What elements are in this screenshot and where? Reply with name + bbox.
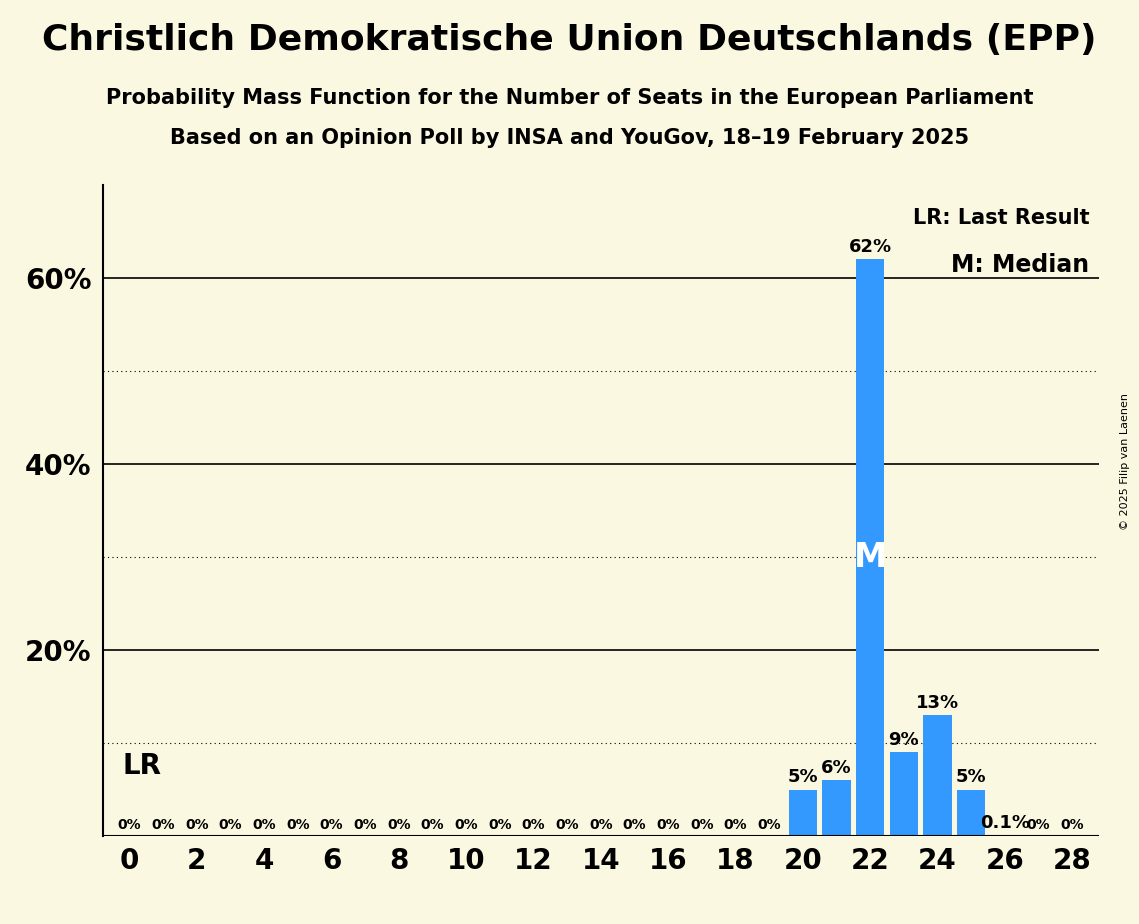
Text: 5%: 5% <box>956 768 986 786</box>
Text: M: M <box>853 541 887 574</box>
Text: 0%: 0% <box>1060 819 1084 833</box>
Bar <box>957 790 985 836</box>
Bar <box>855 260 885 836</box>
Text: 0%: 0% <box>151 819 175 833</box>
Bar <box>822 781 851 836</box>
Text: Probability Mass Function for the Number of Seats in the European Parliament: Probability Mass Function for the Number… <box>106 88 1033 108</box>
Text: © 2025 Filip van Laenen: © 2025 Filip van Laenen <box>1120 394 1130 530</box>
Text: 0%: 0% <box>117 819 141 833</box>
Text: 0%: 0% <box>219 819 243 833</box>
Text: M: Median: M: Median <box>951 253 1089 277</box>
Text: LR: LR <box>123 752 162 781</box>
Text: 0%: 0% <box>387 819 411 833</box>
Text: 0%: 0% <box>556 819 579 833</box>
Text: 0%: 0% <box>589 819 613 833</box>
Text: 0%: 0% <box>1026 819 1050 833</box>
Text: 0%: 0% <box>623 819 646 833</box>
Text: 0%: 0% <box>420 819 444 833</box>
Text: 0%: 0% <box>757 819 781 833</box>
Text: 0%: 0% <box>185 819 208 833</box>
Text: 0%: 0% <box>690 819 714 833</box>
Text: 0%: 0% <box>656 819 680 833</box>
Text: Based on an Opinion Poll by INSA and YouGov, 18–19 February 2025: Based on an Opinion Poll by INSA and You… <box>170 128 969 148</box>
Bar <box>924 715 952 836</box>
Bar <box>890 752 918 836</box>
Text: 0%: 0% <box>353 819 377 833</box>
Text: 0%: 0% <box>454 819 478 833</box>
Bar <box>991 835 1019 836</box>
Bar <box>788 790 817 836</box>
Text: 13%: 13% <box>916 694 959 711</box>
Text: LR: Last Result: LR: Last Result <box>912 208 1089 227</box>
Text: 0%: 0% <box>723 819 747 833</box>
Text: 5%: 5% <box>787 768 818 786</box>
Text: 9%: 9% <box>888 731 919 748</box>
Text: Christlich Demokratische Union Deutschlands (EPP): Christlich Demokratische Union Deutschla… <box>42 23 1097 57</box>
Text: 0%: 0% <box>522 819 546 833</box>
Text: 6%: 6% <box>821 759 852 777</box>
Text: 0%: 0% <box>320 819 343 833</box>
Text: 0.1%: 0.1% <box>980 813 1030 832</box>
Text: 0%: 0% <box>253 819 276 833</box>
Text: 62%: 62% <box>849 237 892 256</box>
Text: 0%: 0% <box>286 819 310 833</box>
Text: 0%: 0% <box>487 819 511 833</box>
